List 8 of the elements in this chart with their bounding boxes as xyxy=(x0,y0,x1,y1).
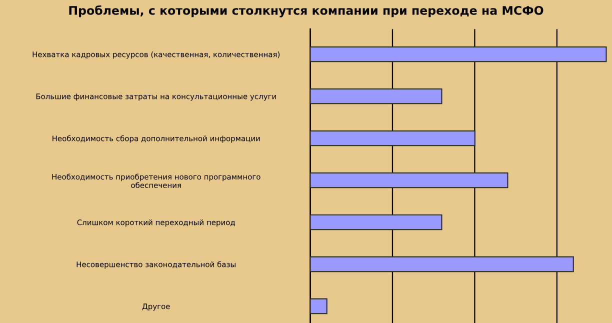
bar xyxy=(310,46,607,62)
bar xyxy=(310,130,476,146)
chart-title: Проблемы, с которыми столкнутся компании при переходе на МСФО xyxy=(69,5,544,18)
bar xyxy=(310,88,442,104)
bar xyxy=(310,214,442,230)
bar xyxy=(310,172,508,188)
bar xyxy=(310,256,574,272)
bar xyxy=(310,298,328,314)
